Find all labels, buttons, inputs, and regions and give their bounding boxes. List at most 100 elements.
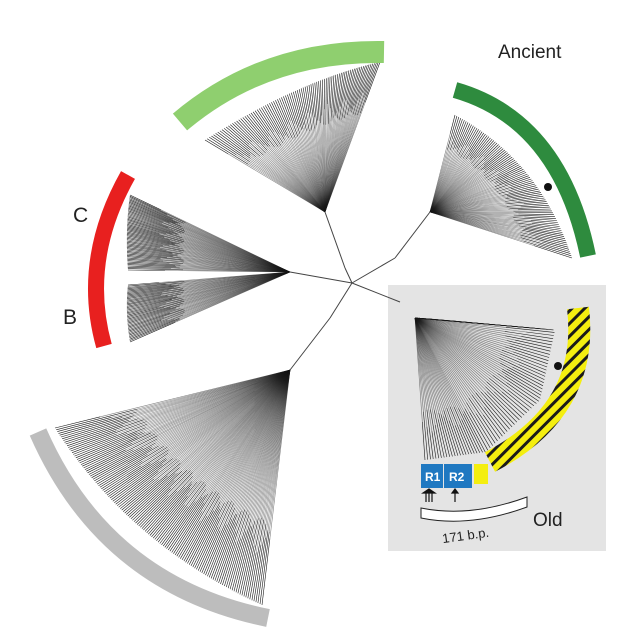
- tree-branch: [91, 442, 156, 478]
- tree-branch: [414, 317, 423, 422]
- tree-branch: [174, 511, 203, 556]
- tree-branch: [513, 219, 559, 225]
- tree-branch: [333, 74, 338, 118]
- tree-branch: [518, 225, 563, 233]
- tree-branch: [218, 531, 237, 583]
- tree-branch: [414, 317, 477, 414]
- tree-branch: [127, 211, 185, 233]
- tree-branch: [199, 500, 232, 572]
- tree-branch: [164, 270, 291, 273]
- tree-branch: [167, 495, 206, 551]
- tree-branch: [506, 382, 537, 404]
- tree-branch: [127, 282, 183, 289]
- light-green-fan: [204, 61, 381, 213]
- tree-branch: [273, 101, 288, 131]
- tree-branch: [343, 70, 350, 101]
- tree-branch: [337, 72, 344, 119]
- tree-branch: [496, 167, 523, 181]
- tree-branch: [126, 299, 184, 315]
- tree-branch: [354, 64, 372, 116]
- tree-branch: [483, 153, 510, 174]
- tree-branch: [127, 269, 166, 271]
- tree-branch: [241, 518, 259, 596]
- tree-branch: [127, 222, 184, 241]
- old-label: Old: [533, 510, 563, 531]
- tree-backbone: [289, 211, 431, 371]
- tree-branch: [135, 487, 172, 524]
- tree-branch: [249, 519, 265, 600]
- tree-branch: [512, 366, 544, 383]
- tree-branch: [128, 205, 170, 223]
- tree-branch: [493, 391, 523, 418]
- tree-branch: [127, 260, 170, 264]
- tree-branch: [118, 478, 155, 508]
- tree-branch: [484, 399, 510, 430]
- tree-branch: [461, 419, 478, 454]
- tree-branch: [426, 426, 431, 460]
- tree-branch: [501, 349, 548, 368]
- tree-branch: [349, 67, 361, 109]
- tree-branch: [146, 481, 193, 533]
- tree-branch: [126, 248, 178, 257]
- tree-branch: [127, 214, 182, 234]
- tree-branch: [108, 460, 160, 497]
- tree-branch: [414, 317, 506, 337]
- tree-branch: [101, 447, 168, 490]
- tree-branch: [359, 62, 379, 114]
- tree-branch: [212, 513, 238, 580]
- tree-branch: [443, 416, 456, 457]
- tree-branch: [242, 117, 269, 147]
- tree-branch: [312, 83, 318, 126]
- tree-branch: [133, 469, 188, 522]
- old-fan: [414, 317, 555, 461]
- tree-branch: [506, 188, 539, 197]
- tree-branch: [227, 153, 326, 213]
- tree-branch: [482, 414, 501, 439]
- tree-branch: [495, 170, 525, 184]
- tree-branch: [475, 392, 508, 432]
- tree-branch: [138, 494, 169, 527]
- tree-branch: [500, 362, 544, 387]
- tree-branch: [414, 317, 470, 413]
- tree-branch: [248, 113, 275, 148]
- tree-branch: [171, 502, 205, 553]
- tree-branch: [518, 213, 554, 215]
- tree-branch: [159, 506, 188, 544]
- tree-branch: [233, 525, 251, 592]
- tree-branch: [127, 472, 176, 517]
- tree-branch: [128, 319, 169, 336]
- tree-branch: [126, 292, 163, 299]
- tree-branch: [498, 161, 517, 173]
- tree-branch: [126, 230, 180, 245]
- tree-branch: [126, 244, 182, 255]
- tree-branch: [92, 446, 152, 480]
- tree-branch: [211, 135, 250, 162]
- tree-branch: [129, 322, 176, 343]
- tree-branch: [449, 406, 470, 455]
- tree-branch: [141, 490, 178, 529]
- old-node-dot: [554, 362, 562, 370]
- tree-branch: [129, 195, 186, 223]
- tree-branch: [245, 517, 262, 598]
- tree-branch: [111, 459, 167, 500]
- tree-branch: [483, 151, 507, 170]
- tree-branch: [149, 487, 191, 536]
- tree-branch: [129, 194, 161, 211]
- length-bracket: [420, 496, 528, 522]
- tree-branch: [483, 156, 513, 177]
- tree-branch: [164, 488, 207, 548]
- tree-branch: [127, 282, 160, 286]
- tree-branch: [426, 409, 434, 459]
- tree-branch: [251, 544, 262, 601]
- tree-branch: [513, 214, 555, 217]
- grey-fan: [54, 369, 291, 606]
- tree-branch: [314, 82, 319, 121]
- tree-branch: [192, 502, 225, 568]
- tree-branch: [465, 126, 476, 146]
- tree-branch: [90, 447, 144, 477]
- tree-branch: [283, 96, 299, 137]
- tree-branch: [112, 464, 163, 502]
- tree-branch: [128, 204, 182, 227]
- tree-branch: [448, 420, 461, 456]
- tree-branch: [127, 307, 165, 319]
